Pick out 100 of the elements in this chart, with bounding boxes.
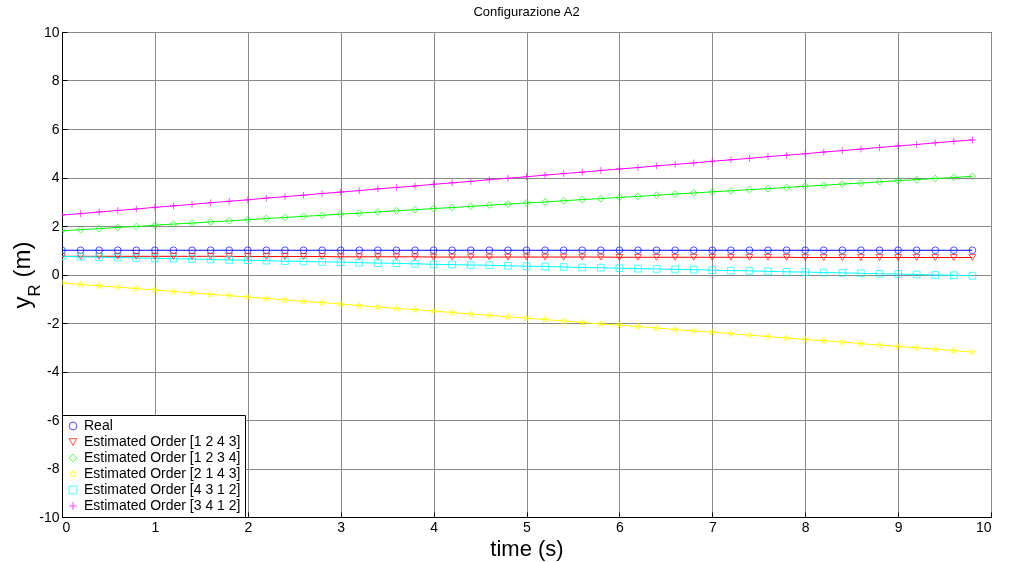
point (931, 271, 940, 279)
point (188, 200, 196, 209)
point (485, 261, 494, 270)
point (578, 246, 587, 255)
y-tick-label: 4 (51, 169, 60, 185)
point (299, 297, 308, 305)
point (671, 190, 679, 198)
point (857, 254, 865, 261)
x-tick-label: 4 (430, 518, 439, 535)
point (764, 246, 772, 255)
point (132, 222, 141, 231)
point (689, 246, 698, 255)
point (652, 265, 661, 273)
point (151, 286, 159, 294)
point (392, 304, 401, 312)
point (466, 202, 475, 211)
point (466, 246, 475, 255)
point (652, 324, 661, 332)
point (355, 253, 364, 261)
point (392, 259, 401, 268)
point (559, 253, 568, 261)
point (596, 253, 605, 261)
y-tick-label: 8 (51, 72, 60, 88)
point (206, 218, 215, 226)
point (151, 246, 159, 255)
point (894, 142, 902, 150)
point (169, 246, 178, 255)
point (541, 262, 549, 271)
point (541, 253, 549, 261)
point (411, 205, 419, 214)
point (76, 209, 85, 218)
point (299, 212, 308, 221)
point (504, 246, 512, 255)
point (950, 346, 958, 354)
point (764, 267, 772, 276)
point (281, 257, 289, 266)
point (448, 260, 457, 269)
point (671, 253, 679, 261)
point (466, 253, 475, 261)
point (522, 253, 531, 261)
point (689, 265, 698, 274)
point (745, 185, 754, 194)
point (466, 177, 475, 186)
point (745, 154, 754, 163)
point (448, 253, 457, 261)
point (281, 213, 289, 222)
y-tick-label: -8 (47, 460, 60, 476)
x-tick-label: 8 (801, 518, 810, 535)
x-tick-label: 1 (151, 518, 160, 535)
point (374, 208, 382, 216)
point (76, 280, 85, 288)
point (262, 214, 271, 223)
point (429, 180, 438, 189)
point (578, 263, 587, 272)
legend-label: Estimated Order [3 4 1 2] (84, 497, 241, 513)
point (782, 267, 791, 276)
point (448, 246, 457, 255)
y-tick-label: 6 (51, 120, 60, 137)
point (801, 268, 810, 276)
point (113, 246, 122, 255)
point (689, 189, 698, 197)
point (634, 253, 642, 261)
point (819, 268, 828, 277)
point (745, 331, 754, 339)
y-tick-label: 10 (43, 23, 60, 40)
point (243, 253, 252, 260)
point (281, 192, 289, 201)
point (411, 305, 419, 313)
point (411, 253, 419, 261)
point (689, 159, 698, 167)
point (541, 315, 549, 323)
point (522, 172, 531, 181)
point (931, 246, 940, 255)
point (504, 261, 512, 270)
point (132, 284, 141, 292)
point (931, 174, 940, 183)
point (745, 267, 754, 275)
point (504, 253, 512, 261)
point (912, 254, 921, 261)
point (764, 253, 772, 261)
point (727, 155, 735, 164)
point (374, 246, 382, 255)
point (151, 203, 159, 212)
point (838, 254, 847, 261)
point (337, 300, 345, 308)
point (764, 152, 772, 161)
point (225, 246, 234, 255)
point (429, 246, 438, 255)
point (448, 203, 457, 212)
point (949, 271, 958, 280)
point (429, 260, 438, 269)
point (541, 171, 549, 179)
point (875, 143, 884, 152)
point (615, 165, 624, 173)
point (95, 282, 103, 290)
point (949, 246, 958, 255)
point (448, 178, 457, 187)
x-tick-label: 0 (62, 518, 71, 535)
point (968, 254, 977, 261)
point (727, 329, 735, 337)
